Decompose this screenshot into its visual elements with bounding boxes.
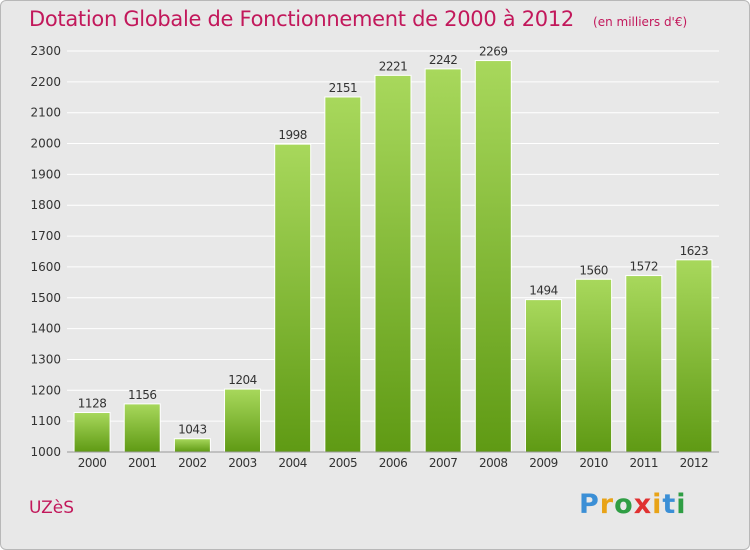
y-tick-label: 1500 xyxy=(30,291,61,305)
y-tick-label: 1700 xyxy=(30,229,61,243)
data-label: 1623 xyxy=(680,244,709,258)
x-tick-label: 2007 xyxy=(429,456,458,470)
y-axis-ticks: 1000 1100 1200 1300 1400 1500 1600 1700 1800 1900… xyxy=(30,44,61,459)
data-label: 1156 xyxy=(128,388,157,402)
x-tick-label: 2005 xyxy=(329,456,358,470)
data-label: 2269 xyxy=(479,45,508,59)
bar-2002 xyxy=(173,438,211,453)
logo-letter: i xyxy=(676,489,687,520)
y-tick-label: 1200 xyxy=(30,383,61,397)
proxiti-logo[interactable]: Proxiti xyxy=(579,489,687,520)
chart-title-block: Dotation Globale de Fonctionnement de 20… xyxy=(29,7,687,31)
bar-2012 xyxy=(675,259,713,453)
bar-2004 xyxy=(274,143,312,453)
logo-letter: o xyxy=(614,489,634,520)
x-tick-label: 2001 xyxy=(128,456,157,470)
bars xyxy=(73,60,713,453)
bar-2009 xyxy=(524,299,562,453)
y-tick-label: 2100 xyxy=(30,106,61,120)
y-tick-label: 2000 xyxy=(30,137,61,151)
data-label: 1494 xyxy=(529,284,558,298)
data-labels: 1128 1156 1043 1204 1998 2151 2221 2242 2269 1494… xyxy=(78,45,709,437)
data-label: 1998 xyxy=(278,128,307,142)
y-tick-label: 1400 xyxy=(30,322,61,336)
chart-unit-note: (en milliers d'€) xyxy=(593,15,688,29)
logo-letter: i xyxy=(652,489,663,520)
y-tick-label: 1000 xyxy=(30,445,61,459)
y-tick-label: 2200 xyxy=(30,75,61,89)
bar-2007 xyxy=(424,68,462,453)
x-tick-label: 2008 xyxy=(479,456,508,470)
data-label: 2242 xyxy=(429,53,458,67)
bar-2011 xyxy=(625,275,663,453)
data-label: 2151 xyxy=(329,81,358,95)
bar-2005 xyxy=(324,96,362,453)
y-tick-label: 2300 xyxy=(30,44,61,58)
data-label: 1128 xyxy=(78,397,107,411)
logo-letter: P xyxy=(579,489,600,520)
y-tick-label: 1100 xyxy=(30,414,61,428)
x-tick-label: 2003 xyxy=(228,456,257,470)
bar-2000 xyxy=(73,412,111,453)
x-tick-label: 2010 xyxy=(579,456,608,470)
bar-2008 xyxy=(474,60,512,453)
y-tick-label: 1900 xyxy=(30,167,61,181)
logo-letter: r xyxy=(599,489,615,520)
data-label: 1043 xyxy=(178,423,207,437)
data-label: 2221 xyxy=(379,59,408,73)
x-tick-label: 2006 xyxy=(379,456,408,470)
x-tick-label: 2004 xyxy=(278,456,307,470)
x-tick-label: 2011 xyxy=(629,456,658,470)
x-axis-ticks: 2000 2001 2002 2003 2004 2005 2006 2007 2008 2009… xyxy=(67,451,719,470)
logo-letter: t xyxy=(662,489,677,520)
x-tick-label: 2000 xyxy=(78,456,107,470)
bar-2010 xyxy=(575,278,613,453)
data-label: 1572 xyxy=(629,260,658,274)
data-label: 1560 xyxy=(579,263,608,277)
bar-2001 xyxy=(123,403,161,453)
y-tick-label: 1600 xyxy=(30,260,61,274)
logo-letter: x xyxy=(633,489,653,520)
y-tick-label: 1800 xyxy=(30,198,61,212)
x-tick-label: 2009 xyxy=(529,456,558,470)
data-label: 1204 xyxy=(228,373,257,387)
bar-2003 xyxy=(224,388,262,453)
commune-name: UZèS xyxy=(29,498,75,518)
y-tick-label: 1300 xyxy=(30,352,61,366)
bar-2006 xyxy=(374,74,412,453)
chart-title: Dotation Globale de Fonctionnement de 20… xyxy=(29,7,574,31)
x-tick-label: 2002 xyxy=(178,456,207,470)
x-tick-label: 2012 xyxy=(680,456,709,470)
